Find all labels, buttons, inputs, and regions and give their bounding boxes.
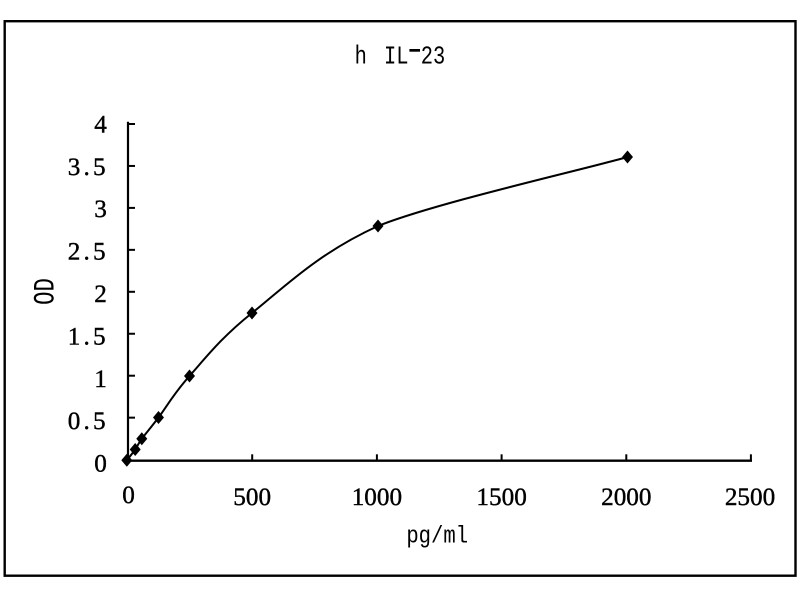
svg-text:5: 5 bbox=[93, 323, 106, 350]
svg-text:1000: 1000 bbox=[352, 484, 402, 511]
svg-text:23: 23 bbox=[421, 42, 445, 72]
svg-text:2: 2 bbox=[94, 281, 107, 308]
svg-text:5: 5 bbox=[93, 408, 106, 435]
svg-text:2: 2 bbox=[68, 239, 81, 266]
svg-text:0: 0 bbox=[68, 408, 81, 435]
svg-text:5: 5 bbox=[93, 239, 106, 266]
svg-text:1: 1 bbox=[94, 366, 107, 393]
svg-text:500: 500 bbox=[233, 484, 271, 511]
svg-text:pg/ml: pg/ml bbox=[406, 523, 468, 550]
svg-text:OD: OD bbox=[29, 278, 63, 305]
svg-text:1500: 1500 bbox=[476, 484, 526, 511]
svg-text:1: 1 bbox=[68, 323, 81, 350]
svg-text:5: 5 bbox=[93, 154, 106, 181]
svg-text:.: . bbox=[84, 154, 90, 181]
svg-text:.: . bbox=[84, 323, 90, 350]
svg-text:2000: 2000 bbox=[601, 484, 651, 511]
svg-text:0: 0 bbox=[94, 451, 107, 478]
svg-text:h: h bbox=[355, 42, 367, 72]
svg-text:3: 3 bbox=[94, 196, 107, 223]
svg-text:4: 4 bbox=[94, 111, 107, 138]
svg-text:.: . bbox=[84, 408, 90, 435]
svg-text:.: . bbox=[84, 239, 90, 266]
svg-text:3: 3 bbox=[68, 154, 81, 181]
svg-text:0: 0 bbox=[122, 482, 135, 509]
svg-text:2500: 2500 bbox=[725, 484, 775, 511]
svg-text:IL: IL bbox=[384, 42, 408, 72]
